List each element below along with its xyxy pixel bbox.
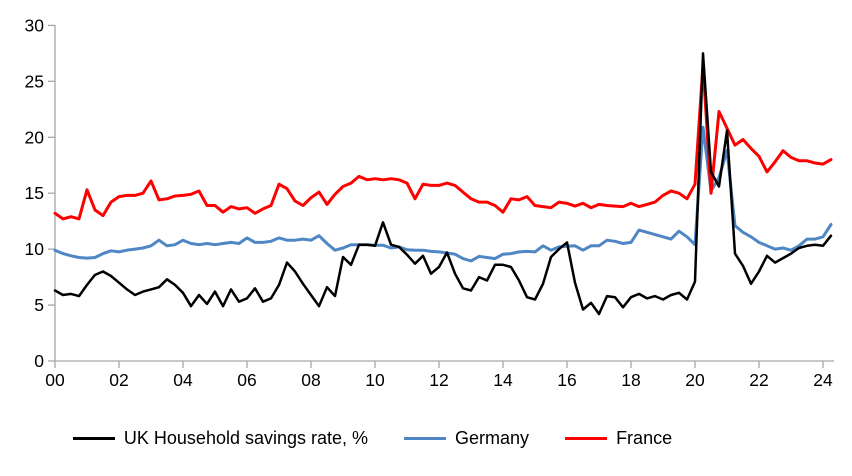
x-tick-label: 18 — [621, 370, 640, 390]
series-line-uk — [53, 52, 833, 316]
y-tick-label: 30 — [25, 15, 45, 35]
legend-item-uk: UK Household savings rate, % — [72, 428, 369, 449]
x-tick-label: 04 — [173, 370, 193, 390]
series-line-france — [53, 63, 833, 221]
y-tick-label: 0 — [34, 351, 44, 371]
x-tick-label: 10 — [365, 370, 385, 390]
x-tick-label: 06 — [237, 370, 256, 390]
y-tick-label: 25 — [25, 71, 44, 91]
x-tick-label: 08 — [301, 370, 320, 390]
series-line-germany — [53, 125, 833, 263]
france-legend-label: France — [616, 428, 673, 448]
y-tick-label: 5 — [34, 295, 44, 315]
y-tick-label: 20 — [25, 127, 45, 147]
uk-line-sample — [72, 437, 115, 440]
x-tick-label: 14 — [493, 370, 513, 390]
x-tick-label: 22 — [749, 370, 768, 390]
y-tick-label: 10 — [25, 239, 45, 259]
x-tick-label: 20 — [685, 370, 705, 390]
x-tick-label: 12 — [429, 370, 448, 390]
germany-legend-label: Germany — [455, 428, 530, 448]
y-tick-label: 15 — [25, 183, 44, 203]
x-tick-label: 16 — [557, 370, 576, 390]
x-tick-label: 24 — [813, 370, 833, 390]
x-tick-label: 00 — [45, 370, 65, 390]
uk-legend-label: UK Household savings rate, % — [123, 428, 369, 448]
france-line-sample — [565, 437, 608, 440]
germany-line-sample — [404, 437, 447, 440]
legend-item-france: France — [565, 428, 672, 449]
chart-legend: UK Household savings rate, % Germany Fra… — [0, 428, 745, 449]
legend-item-germany: Germany — [404, 428, 529, 449]
x-tick-label: 02 — [109, 370, 128, 390]
